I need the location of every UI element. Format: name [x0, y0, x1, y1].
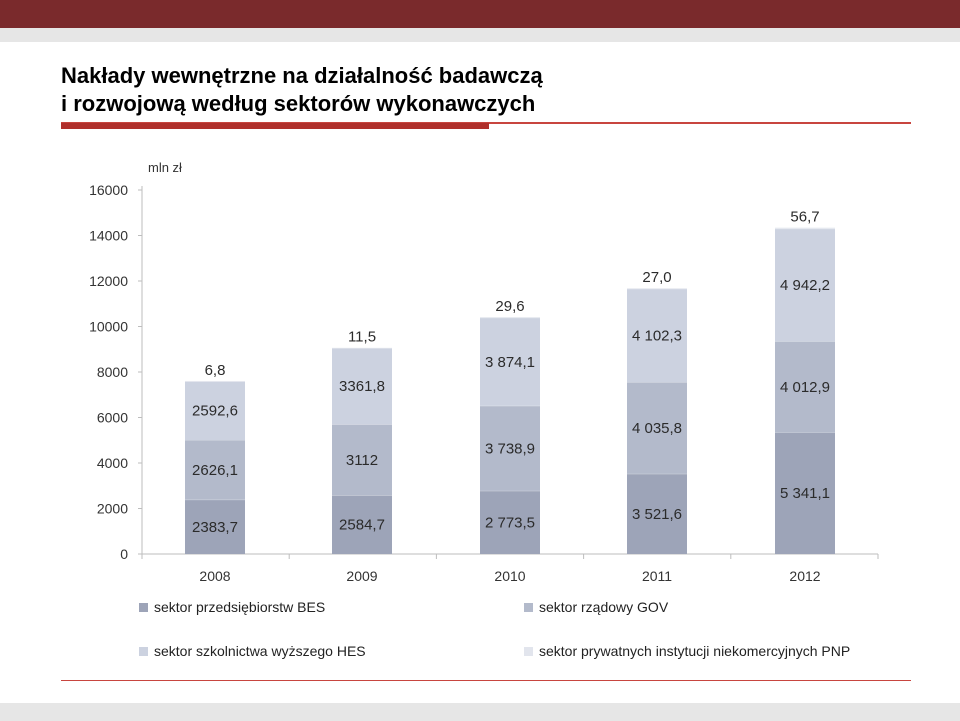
y-tick-label: 16000 [89, 182, 128, 198]
y-unit-label: mln zł [148, 160, 182, 175]
x-tick-label: 2008 [199, 568, 230, 584]
y-tick-label: 8000 [97, 364, 128, 380]
data-label-pnp: 6,8 [205, 362, 226, 379]
data-label-pnp: 56,7 [790, 208, 819, 225]
data-label-gov: 2626,1 [192, 462, 238, 479]
y-tick-label: 10000 [89, 319, 128, 335]
data-label-hes: 2592,6 [192, 403, 238, 420]
bar-segment-hes [480, 317, 540, 406]
legend-label: sektor szkolnictwa wyższego HES [154, 643, 366, 659]
bar-segment-bes [627, 473, 687, 554]
bar-segment-pnp [332, 347, 392, 349]
x-tick-label: 2012 [789, 568, 820, 584]
data-label-pnp: 11,5 [348, 329, 376, 346]
legend-swatch-bes [139, 602, 148, 612]
data-label-bes: 2 773,5 [485, 514, 535, 531]
y-tick-label: 14000 [89, 228, 128, 244]
bar-segment-gov [185, 440, 245, 500]
y-tick-label: 4000 [97, 455, 128, 471]
legend-swatch-pnp [524, 646, 533, 656]
data-label-bes: 5 341,1 [780, 485, 830, 502]
footer-gray-strip [0, 703, 960, 721]
legend-item-bes: sektor przedsiębiorstw BES [139, 599, 325, 615]
x-tick-label: 2010 [494, 568, 525, 584]
data-label-hes: 4 102,3 [632, 327, 682, 344]
y-tick-label: 6000 [97, 410, 128, 426]
bar-segment-gov [775, 341, 835, 433]
header-gray-strip [0, 28, 960, 42]
bar-segment-gov [480, 405, 540, 491]
data-label-bes: 3 521,6 [632, 506, 682, 523]
data-label-pnp: 29,6 [495, 298, 524, 315]
legend-label: sektor rządowy GOV [539, 599, 669, 615]
data-label-gov: 4 035,8 [632, 420, 682, 437]
footer-rule [61, 680, 911, 681]
slide-title: Nakłady wewnętrzne na działalność badawc… [61, 62, 921, 118]
legend-label: sektor prywatnych instytucji niekomercyj… [539, 643, 851, 659]
legend-swatch-gov [524, 602, 533, 612]
y-tick-label: 12000 [89, 273, 128, 289]
bar-segment-gov [627, 382, 687, 474]
data-label-bes: 2383,7 [192, 519, 238, 536]
data-label-bes: 2584,7 [339, 517, 385, 534]
bar-segment-gov [332, 424, 392, 496]
bar-segment-hes [185, 381, 245, 441]
data-label-gov: 3112 [346, 452, 378, 469]
title-accent-rule [61, 123, 489, 129]
data-label-hes: 4 942,2 [780, 277, 830, 294]
title-line-2: i rozwojową według sektorów wykonawczych [61, 91, 536, 116]
data-label-hes: 3361,8 [339, 378, 385, 395]
legend-item-pnp: sektor prywatnych instytucji niekomercyj… [524, 643, 850, 659]
bar-segment-bes [480, 490, 540, 554]
bar-segment-bes [332, 495, 392, 554]
bar-segment-hes [775, 228, 835, 342]
bar-segment-hes [332, 347, 392, 425]
x-tick-label: 2011 [642, 568, 672, 584]
bar-segment-pnp [185, 380, 245, 382]
bar-segment-pnp [480, 317, 540, 319]
legend-item-gov: sektor rządowy GOV [524, 599, 668, 615]
bar-segment-hes [627, 288, 687, 383]
bar-segment-pnp [775, 227, 835, 229]
legend-item-hes: sektor szkolnictwa wyższego HES [139, 643, 366, 659]
y-tick-label: 2000 [97, 501, 128, 517]
bar-segment-pnp [627, 288, 687, 290]
title-line-1: Nakłady wewnętrzne na działalność badawc… [61, 63, 543, 88]
bar-segment-bes [185, 499, 245, 554]
header-band [0, 0, 960, 28]
y-tick-label: 0 [120, 546, 128, 562]
legend-swatch-hes [139, 646, 148, 656]
legend-label: sektor przedsiębiorstw BES [154, 599, 326, 615]
data-label-gov: 4 012,9 [780, 379, 830, 396]
data-label-gov: 3 738,9 [485, 440, 535, 457]
data-label-hes: 3 874,1 [485, 354, 535, 371]
bar-segment-bes [775, 432, 835, 554]
data-label-pnp: 27,0 [642, 269, 671, 286]
x-tick-label: 2009 [346, 568, 377, 584]
